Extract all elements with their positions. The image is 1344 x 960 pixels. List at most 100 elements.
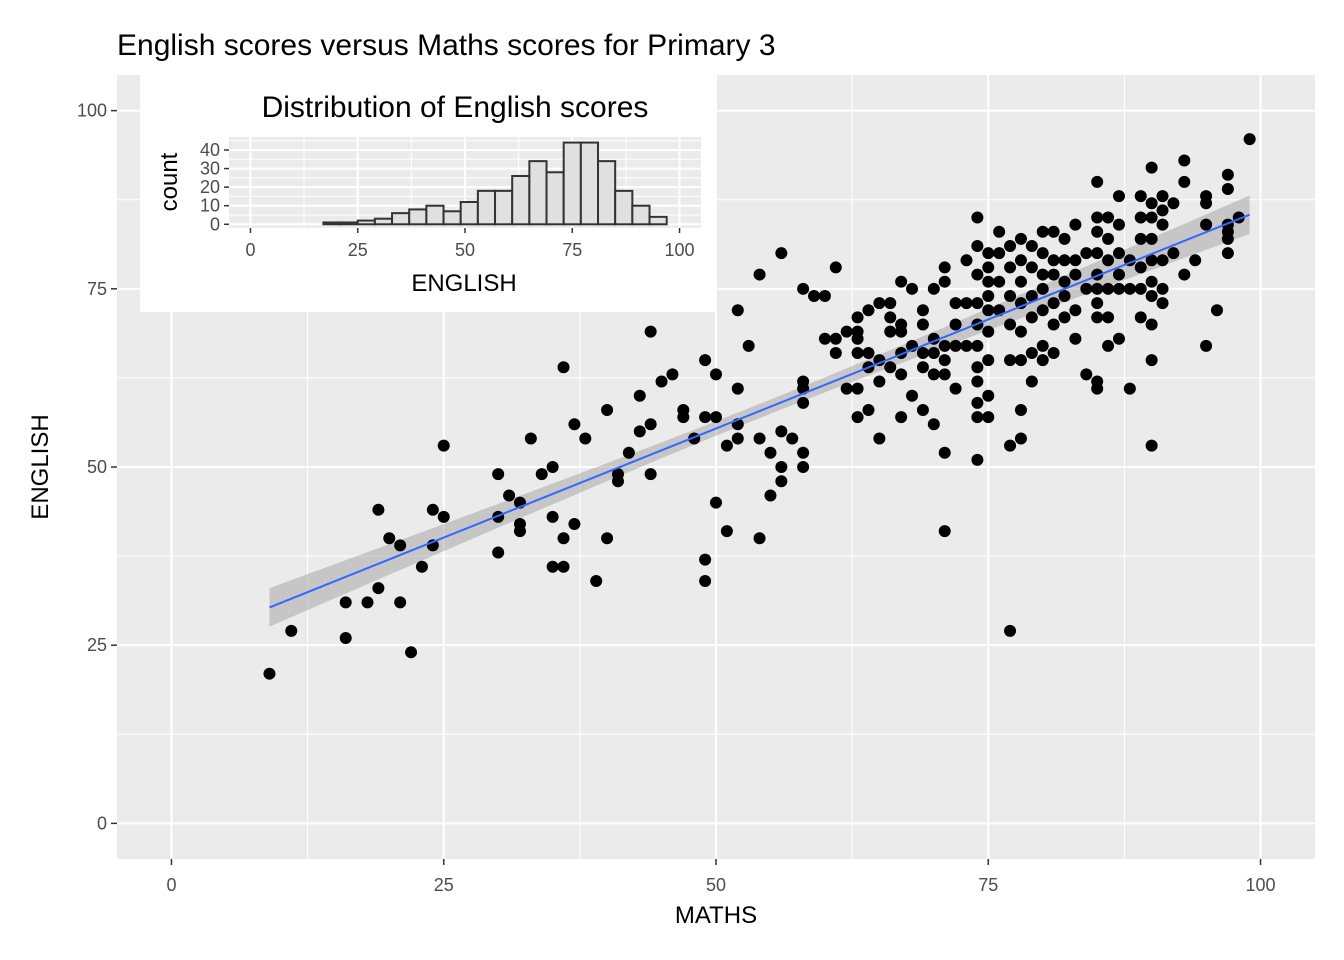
scatter-point <box>851 411 864 424</box>
scatter-point <box>731 382 744 395</box>
chart-title: English scores versus Maths scores for P… <box>117 29 776 62</box>
histogram-bar <box>442 210 462 226</box>
x-axis-title: MATHS <box>675 902 757 929</box>
scatter-point <box>971 297 984 310</box>
scatter-point <box>1091 175 1104 188</box>
inset-x-tick-label: 0 <box>245 240 255 260</box>
scatter-point <box>1134 211 1147 224</box>
scatter-point <box>818 332 831 345</box>
scatter-point <box>753 268 766 281</box>
scatter-point <box>927 346 940 359</box>
scatter-point <box>971 396 984 409</box>
scatter-point <box>1091 225 1104 238</box>
scatter-point <box>840 325 853 338</box>
scatter-point <box>1178 175 1191 188</box>
x-tick-label: 50 <box>706 875 726 895</box>
scatter-point <box>1145 354 1158 367</box>
scatter-point <box>1156 204 1169 217</box>
scatter-point <box>1036 225 1049 238</box>
scatter-point <box>1145 318 1158 331</box>
scatter-point <box>644 468 657 481</box>
scatter-point <box>1047 225 1060 238</box>
scatter-point <box>851 382 864 395</box>
scatter-point <box>1014 403 1027 416</box>
scatter-point <box>372 582 385 595</box>
scatter-point <box>622 446 635 459</box>
scatter-point <box>895 368 908 381</box>
scatter-point <box>1014 432 1027 445</box>
scatter-point <box>884 311 897 324</box>
scatter-point <box>524 432 537 445</box>
scatter-point <box>1145 289 1158 302</box>
scatter-point <box>601 532 614 545</box>
scatter-point <box>982 289 995 302</box>
inset-x-tick-label: 25 <box>348 240 368 260</box>
scatter-point <box>1156 218 1169 231</box>
scatter-point <box>1004 261 1017 274</box>
scatter-point <box>971 211 984 224</box>
y-tick-label: 100 <box>77 101 107 121</box>
scatter-point <box>1036 339 1049 352</box>
scatter-point <box>884 297 897 310</box>
histogram-bar <box>373 217 394 226</box>
scatter-point <box>492 546 505 559</box>
scatter-point <box>1102 339 1115 352</box>
x-tick-label: 0 <box>166 875 176 895</box>
scatter-point <box>982 354 995 367</box>
scatter-point <box>851 332 864 345</box>
scatter-point <box>1200 339 1213 352</box>
scatter-point <box>797 461 810 473</box>
scatter-point <box>949 318 962 331</box>
scatter-point <box>1112 332 1125 345</box>
scatter-point <box>1145 254 1158 267</box>
scatter-point <box>1014 275 1027 288</box>
regression-line <box>269 213 1251 609</box>
scatter-point <box>982 411 995 424</box>
scatter-point <box>1112 190 1125 203</box>
scatter-point <box>1200 218 1213 231</box>
scatter-point <box>557 560 570 573</box>
histogram-bar <box>614 189 634 226</box>
scatter-point <box>829 261 842 274</box>
scatter-point <box>1189 254 1202 267</box>
scatter-point <box>851 346 864 359</box>
scatter-point <box>1156 297 1169 310</box>
scatter-point <box>611 475 624 488</box>
scatter-point <box>829 332 842 345</box>
histogram-bar <box>425 204 445 226</box>
scatter-point <box>1080 247 1093 260</box>
histogram-bar <box>545 171 565 226</box>
scatter-point <box>394 539 407 552</box>
scatter-point <box>884 361 897 374</box>
scatter-point <box>1167 247 1180 260</box>
scatter-point <box>862 403 875 416</box>
x-tick-label: 75 <box>978 875 998 895</box>
scatter-point <box>1102 311 1115 324</box>
y-axis-title: ENGLISH <box>27 414 54 519</box>
scatter-point <box>1014 254 1027 267</box>
scatter-point <box>720 439 733 452</box>
inset-title: Distribution of English scores <box>262 91 649 124</box>
scatter-point <box>1221 168 1234 181</box>
scatter-point <box>797 396 810 409</box>
scatter-point <box>1069 218 1082 231</box>
scatter-point <box>884 325 897 338</box>
scatter-point <box>775 475 788 488</box>
scatter-point <box>1145 439 1158 452</box>
scatter-point <box>993 275 1006 288</box>
scatter-point <box>394 596 407 609</box>
scatter-point <box>1025 346 1038 359</box>
scatter-point <box>1221 183 1234 196</box>
scatter-point <box>1069 304 1082 317</box>
x-tick-label: 100 <box>1246 875 1276 895</box>
scatter-point <box>1004 240 1017 253</box>
inset-x-tick-label: 50 <box>455 240 475 260</box>
scatter-point <box>1221 232 1234 245</box>
scatter-point <box>993 247 1006 260</box>
scatter-point <box>1134 232 1147 245</box>
scatter-point <box>1102 232 1115 245</box>
scatter-point <box>426 503 439 516</box>
scatter-point <box>601 403 614 416</box>
scatter-point <box>1112 268 1125 281</box>
